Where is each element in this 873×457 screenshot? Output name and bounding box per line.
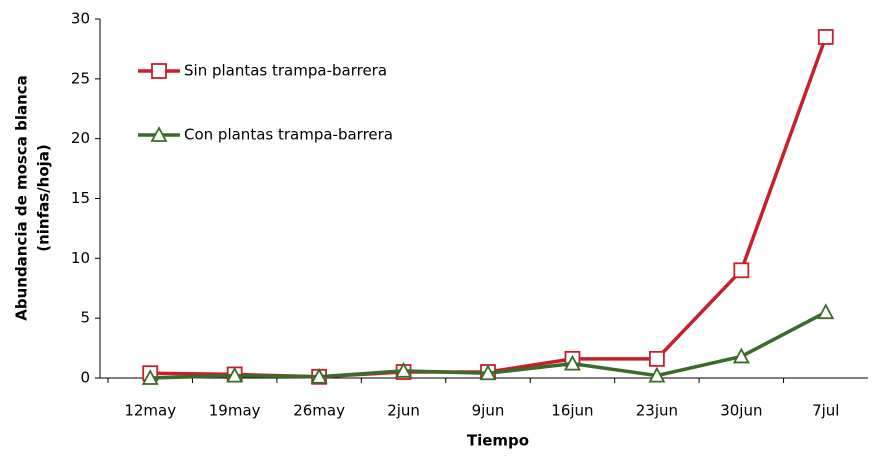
x-tick-label: 30jun — [720, 402, 762, 420]
y-tick-label: 15 — [71, 189, 90, 207]
y-tick-label: 30 — [71, 10, 90, 28]
x-tick-label: 26may — [293, 402, 345, 420]
data-point — [141, 369, 159, 385]
data-point — [563, 354, 581, 371]
y-tick-label: 25 — [71, 69, 90, 87]
data-point — [817, 303, 835, 320]
x-tick-label: 23jun — [636, 402, 678, 420]
data-point — [732, 347, 750, 364]
x-tick-label: 9jun — [472, 402, 505, 420]
y-tick-label: 10 — [71, 249, 90, 267]
legend-marker — [151, 63, 167, 79]
legend-label: Con plantas trampa-barrera — [184, 126, 393, 144]
data-point — [733, 262, 750, 279]
x-tick-label: 19may — [209, 402, 261, 420]
data-point — [817, 29, 834, 45]
series-line — [150, 36, 828, 379]
x-tick-label: 7jul — [812, 402, 839, 420]
y-tick-label: 20 — [71, 129, 90, 147]
data-point — [226, 366, 244, 383]
y-axis-label: (ninfas/hoja) — [35, 144, 53, 252]
x-tick-label: 16jun — [551, 402, 593, 420]
legend-marker — [150, 126, 168, 142]
y-tick-label: 0 — [80, 369, 90, 387]
legend-label: Sin plantas trampa-barrera — [184, 62, 387, 80]
data-point — [648, 366, 666, 383]
data-point — [479, 364, 497, 381]
data-point — [395, 361, 413, 378]
x-axis-label: Tiempo — [467, 432, 529, 450]
y-tick-label: 5 — [80, 309, 90, 327]
y-axis-label: Abundancia de mosca blanca — [13, 75, 31, 321]
x-tick-label: 12may — [124, 402, 176, 420]
x-tick-label: 2jun — [387, 402, 420, 420]
data-point — [310, 367, 328, 384]
data-point — [648, 350, 665, 367]
